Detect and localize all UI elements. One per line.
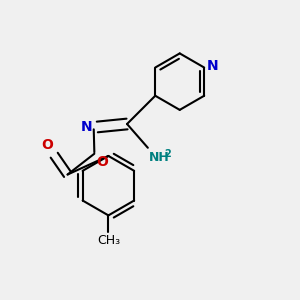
Text: 2: 2 [164, 149, 171, 159]
Text: NH: NH [149, 151, 170, 164]
Text: O: O [41, 138, 53, 152]
Text: CH₃: CH₃ [97, 234, 120, 247]
Text: N: N [207, 59, 219, 73]
Text: O: O [96, 155, 108, 169]
Text: N: N [81, 120, 93, 134]
